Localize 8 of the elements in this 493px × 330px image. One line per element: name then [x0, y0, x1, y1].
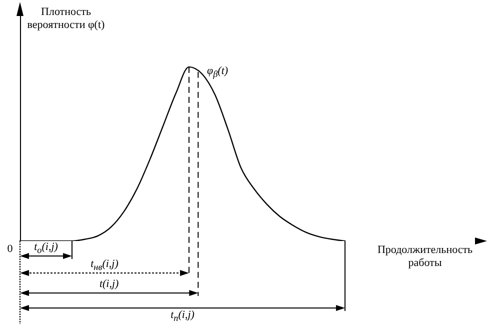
series-label: φ$_{β}$(t) — [207, 64, 230, 82]
x-axis-title: Продолжительность работы — [376, 244, 474, 270]
text: t$_{нв}$(i,j) — [90, 258, 120, 274]
text: t(i,j) — [98, 278, 120, 291]
text: 0 — [6, 243, 14, 256]
text: t$_{п}$(i,j) — [170, 309, 196, 326]
annotation: t$_{о}$(i,j) — [34, 241, 58, 256]
y-axis-title: Плотность вероятности φ(t) — [26, 6, 106, 32]
